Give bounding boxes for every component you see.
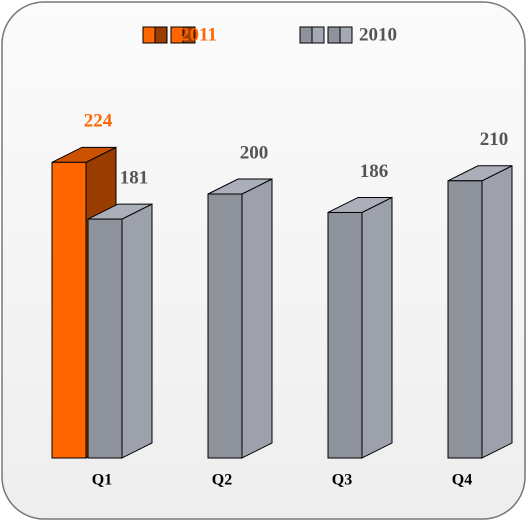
value-label: 210 — [480, 129, 509, 150]
x-tick-label: Q2 — [212, 472, 232, 489]
x-tick-label: Q1 — [92, 472, 112, 489]
legend-swatch — [142, 26, 156, 44]
bar-front — [327, 211, 363, 459]
bar — [207, 178, 273, 459]
bar-front — [51, 161, 87, 459]
legend-swatch-side — [182, 26, 196, 44]
bar-front — [207, 193, 243, 459]
legend-swatch-side — [339, 26, 353, 44]
value-label: 200 — [240, 142, 269, 163]
x-tick-label: Q4 — [452, 472, 472, 489]
legend-swatch-side — [311, 26, 325, 44]
legend-swatch-side — [154, 26, 168, 44]
bar-side — [121, 203, 153, 459]
bar — [447, 164, 513, 459]
legend-icon — [142, 26, 196, 44]
legend-label: 2010 — [359, 24, 397, 45]
bar-front — [447, 180, 483, 459]
bar-side — [361, 196, 393, 459]
bar-side — [241, 178, 273, 459]
x-tick-label: Q3 — [332, 472, 352, 489]
bar — [327, 196, 393, 459]
value-label: 186 — [360, 161, 389, 182]
value-label: 224 — [84, 111, 113, 132]
legend-swatch — [299, 26, 313, 44]
bar — [87, 203, 153, 459]
bar-front — [87, 218, 123, 459]
legend-swatch — [327, 26, 341, 44]
legend-icon — [299, 26, 353, 44]
legend-label: 2011 — [180, 24, 217, 45]
value-label: 181 — [120, 167, 149, 188]
bar-side — [481, 164, 513, 459]
